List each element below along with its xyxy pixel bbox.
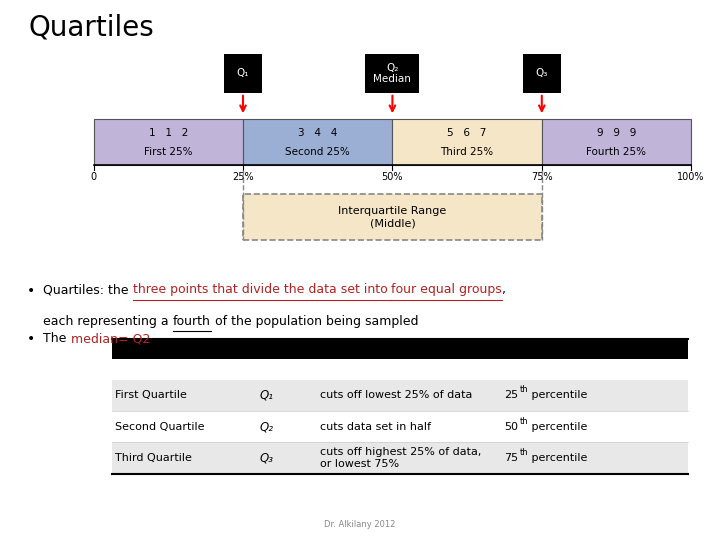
- Text: 100%: 100%: [678, 172, 705, 183]
- Bar: [541, 119, 691, 165]
- Text: Fourth 25%: Fourth 25%: [587, 147, 647, 157]
- Text: The: The: [43, 332, 71, 345]
- Text: fourth: fourth: [173, 315, 211, 328]
- Text: 75%: 75%: [531, 172, 553, 183]
- Bar: [392, 119, 541, 165]
- Text: percentile: percentile: [528, 453, 588, 463]
- Text: cuts off highest 25% of data,
or lowest 75%: cuts off highest 25% of data, or lowest …: [320, 447, 482, 469]
- Text: Second Quartile: Second Quartile: [115, 422, 204, 431]
- Bar: [112, 380, 688, 411]
- Text: 50: 50: [504, 422, 518, 431]
- Text: Q₃: Q₃: [259, 451, 273, 464]
- Text: Third 25%: Third 25%: [441, 147, 494, 157]
- Text: First 25%: First 25%: [144, 147, 192, 157]
- Text: 25%: 25%: [232, 172, 254, 183]
- Text: 0: 0: [91, 172, 96, 183]
- Text: Quartiles: the: Quartiles: the: [43, 284, 132, 296]
- Bar: [225, 54, 262, 93]
- Text: th: th: [520, 448, 528, 457]
- Text: Dr. Alkilany 2012: Dr. Alkilany 2012: [324, 520, 396, 529]
- Text: 9   9   9: 9 9 9: [597, 127, 636, 138]
- Text: Q₂
Median: Q₂ Median: [374, 63, 411, 84]
- Text: each representing a: each representing a: [43, 315, 173, 328]
- Text: 3   4   4: 3 4 4: [298, 127, 338, 138]
- Text: 1   1   2: 1 1 2: [148, 127, 188, 138]
- Text: percentile: percentile: [528, 390, 588, 400]
- Text: Quartiles: Quartiles: [29, 14, 155, 42]
- Bar: [365, 54, 419, 93]
- Bar: [523, 54, 560, 93]
- Text: Q₃: Q₃: [536, 69, 548, 78]
- Text: 25: 25: [504, 390, 518, 400]
- Text: three points that divide the data set into: three points that divide the data set in…: [132, 284, 392, 296]
- Text: 5   6   7: 5 6 7: [447, 127, 487, 138]
- Bar: [112, 442, 688, 474]
- Text: Q₁: Q₁: [237, 69, 249, 78]
- Text: Second 25%: Second 25%: [285, 147, 350, 157]
- Text: of the population being sampled: of the population being sampled: [211, 315, 418, 328]
- Bar: [112, 339, 688, 359]
- Text: Third Quartile: Third Quartile: [115, 453, 192, 463]
- Text: 50%: 50%: [382, 172, 403, 183]
- Text: median= Q2: median= Q2: [71, 332, 150, 345]
- Text: cuts off lowest 25% of data: cuts off lowest 25% of data: [320, 390, 473, 400]
- Text: percentile: percentile: [528, 422, 588, 431]
- Text: cuts data set in half: cuts data set in half: [320, 422, 431, 431]
- Text: First Quartile: First Quartile: [115, 390, 187, 400]
- Text: Q₁: Q₁: [259, 389, 273, 402]
- Text: th: th: [520, 417, 528, 426]
- Text: Interquartile Range
(Middle): Interquartile Range (Middle): [338, 206, 446, 229]
- Text: th: th: [520, 386, 528, 394]
- Text: four equal groups: four equal groups: [392, 284, 502, 296]
- Text: Q₂: Q₂: [259, 420, 273, 433]
- FancyBboxPatch shape: [243, 194, 541, 240]
- Bar: [243, 119, 392, 165]
- Text: •: •: [27, 284, 35, 298]
- Text: •: •: [27, 332, 35, 346]
- Bar: [94, 119, 243, 165]
- Text: 75: 75: [504, 453, 518, 463]
- Text: ,: ,: [503, 284, 506, 296]
- Bar: [112, 411, 688, 442]
